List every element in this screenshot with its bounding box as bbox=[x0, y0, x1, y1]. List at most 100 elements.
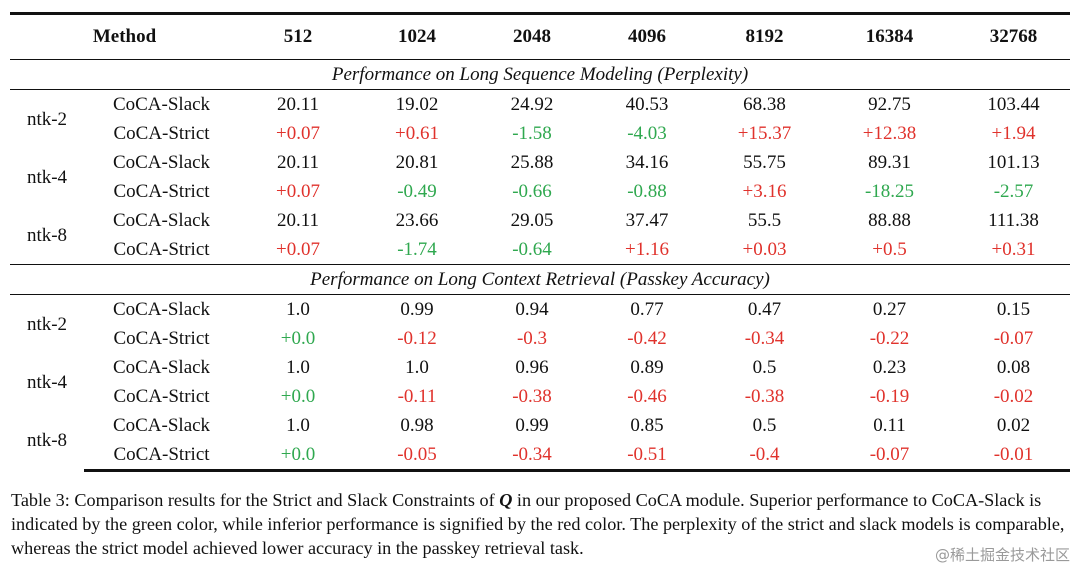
value-cell: 103.44 bbox=[957, 89, 1071, 119]
value-cell: 1.0 bbox=[286, 357, 310, 378]
delta-cell: +0.07 bbox=[276, 181, 320, 202]
method-label: CoCA-Slack bbox=[84, 89, 240, 119]
value-cell: 0.85 bbox=[630, 415, 664, 436]
value-cell: 20.11 bbox=[276, 210, 320, 231]
delta-cell: +0.03 bbox=[742, 239, 787, 260]
table-row-slack: ntk-8 CoCA-Slack 1.0 0.98 0.99 0.85 0.5 0.11 0.0… bbox=[10, 411, 1070, 451]
method-label: CoCA-Slack bbox=[112, 152, 211, 173]
table-row-slack: ntk-4 CoCA-Slack 1.0 1.0 0.96 0.89 0.5 0.23 0.08 bbox=[10, 353, 1070, 393]
delta-cell: +0.0 bbox=[239, 440, 358, 472]
value-cell: 0.15 bbox=[957, 294, 1071, 324]
value-cell: 20.11 bbox=[239, 89, 358, 119]
delta-cell: -2.57 bbox=[993, 181, 1034, 202]
delta-cell: -0.07 bbox=[993, 328, 1034, 349]
table-row-slack: ntk-8 CoCA-Slack 20.11 23.66 29.05 37.47 55.5 8… bbox=[10, 206, 1070, 246]
value-cell: 0.77 bbox=[587, 294, 708, 324]
delta-cell: +0.0 bbox=[280, 328, 316, 349]
method-label: CoCA-Strict bbox=[113, 328, 210, 349]
delta-cell: -0.49 bbox=[397, 181, 437, 202]
column-header: 32768 bbox=[989, 26, 1038, 47]
column-header: 16384 bbox=[865, 26, 914, 47]
value-cell: 20.81 bbox=[395, 152, 439, 173]
method-label: CoCA-Slack bbox=[112, 357, 211, 378]
value-cell: 37.47 bbox=[625, 210, 669, 231]
delta-cell: +0.5 bbox=[872, 239, 907, 260]
value-cell: 55.5 bbox=[747, 210, 782, 231]
method-label: CoCA-Slack bbox=[112, 415, 211, 436]
value-cell: 1.0 bbox=[405, 357, 429, 378]
table-row-slack: ntk-4 CoCA-Slack 20.11 20.81 25.88 34.16 55.75… bbox=[10, 148, 1070, 188]
value-cell: 0.94 bbox=[477, 294, 588, 324]
column-header: 1024 bbox=[398, 26, 437, 47]
table-row-strict: CoCA-Strict +0.0 -0.05 -0.34 -0.51 -0.4 -0.07-… bbox=[10, 440, 1071, 472]
delta-cell: +3.16 bbox=[742, 181, 787, 202]
method-label: CoCA-Strict bbox=[113, 239, 210, 260]
value-cell: 0.89 bbox=[630, 357, 664, 378]
method-label: CoCA-Strict bbox=[113, 386, 210, 407]
value-cell: 1.0 bbox=[239, 294, 358, 324]
delta-cell: +0.0 bbox=[280, 386, 316, 407]
method-header: Method bbox=[92, 26, 157, 47]
group-label: ntk-4 bbox=[26, 371, 68, 393]
table-row-strict: CoCA-Strict +0.07 -0.49 -0.66 -0.88 +3.16 -18.… bbox=[10, 177, 1070, 206]
group-label: ntk-4 bbox=[26, 166, 68, 188]
delta-cell: -0.4 bbox=[707, 440, 823, 472]
value-cell: 25.88 bbox=[510, 152, 554, 173]
group-label: ntk-2 bbox=[10, 89, 84, 148]
section-title: Performance on Long Sequence Modeling (P… bbox=[10, 59, 1071, 90]
delta-cell: -0.34 bbox=[744, 328, 785, 349]
delta-cell: -0.22 bbox=[869, 328, 910, 349]
value-cell: 0.99 bbox=[357, 294, 478, 324]
column-header: 8192 bbox=[745, 26, 784, 47]
method-label: CoCA-Strict bbox=[113, 123, 210, 144]
value-cell: 0.5 bbox=[752, 415, 777, 436]
delta-cell: +15.37 bbox=[737, 123, 792, 144]
delta-cell: -0.38 bbox=[512, 386, 552, 407]
value-cell: 0.08 bbox=[996, 357, 1031, 378]
value-cell: 0.98 bbox=[400, 415, 434, 436]
delta-cell: +0.31 bbox=[991, 239, 1036, 260]
delta-cell: -0.3 bbox=[516, 328, 548, 349]
value-cell: 1.0 bbox=[286, 415, 310, 436]
delta-cell: +12.38 bbox=[862, 123, 917, 144]
value-cell: 0.99 bbox=[515, 415, 549, 436]
section-title: Performance on Long Context Retrieval (P… bbox=[10, 264, 1071, 295]
value-cell: 101.13 bbox=[987, 152, 1040, 173]
q-symbol: Q bbox=[499, 490, 513, 510]
value-cell: 89.31 bbox=[868, 152, 911, 173]
delta-cell: -0.38 bbox=[744, 386, 785, 407]
table-row-strict: CoCA-Strict +0.0 -0.12 -0.3 -0.42 -0.34 -0.22 -… bbox=[10, 324, 1070, 353]
watermark: @稀土掘金技术社区 bbox=[932, 544, 1072, 565]
value-cell: 20.11 bbox=[276, 152, 320, 173]
table-row-slack: ntk-2 CoCA-Slack 20.11 19.02 24.92 40.53 68.38… bbox=[10, 89, 1071, 148]
column-header: 512 bbox=[283, 26, 313, 47]
value-cell: 0.5 bbox=[752, 357, 777, 378]
header-row: Method 512 1024 2048 4096 8192 16384 327… bbox=[10, 13, 1071, 60]
value-cell: 88.88 bbox=[868, 210, 911, 231]
value-cell: 0.96 bbox=[515, 357, 549, 378]
delta-cell: +0.07 bbox=[276, 123, 320, 144]
value-cell: 19.02 bbox=[357, 89, 478, 119]
delta-cell: -1.58 bbox=[512, 123, 552, 144]
delta-cell: -0.07 bbox=[822, 440, 958, 472]
delta-cell: -1.74 bbox=[397, 239, 437, 260]
delta-cell: -18.25 bbox=[864, 181, 915, 202]
value-cell: 68.38 bbox=[707, 89, 823, 119]
section-title-row: Performance on Long Sequence Modeling (P… bbox=[10, 59, 1071, 90]
delta-cell: +0.07 bbox=[276, 239, 320, 260]
delta-cell: -0.64 bbox=[512, 239, 552, 260]
value-cell: 0.11 bbox=[873, 415, 906, 436]
delta-cell: -0.88 bbox=[627, 181, 667, 202]
value-cell: 29.05 bbox=[510, 210, 554, 231]
delta-cell: -0.46 bbox=[627, 386, 667, 407]
caption-suffix: in our proposed CoCA module. Superior pe… bbox=[11, 490, 1065, 558]
delta-cell: -0.11 bbox=[397, 386, 437, 407]
table-row-strict: CoCA-Strict +0.07 +0.61 -1.58 -4.03 +15.37 +12… bbox=[10, 119, 1070, 148]
value-cell: 92.75 bbox=[822, 89, 958, 119]
value-cell: 55.75 bbox=[743, 152, 786, 173]
table-caption: Table 3: Comparison results for the Stri… bbox=[11, 488, 1073, 560]
column-header: 4096 bbox=[628, 26, 667, 47]
group-label: ntk-2 bbox=[10, 294, 84, 353]
delta-cell: +0.61 bbox=[395, 123, 439, 144]
